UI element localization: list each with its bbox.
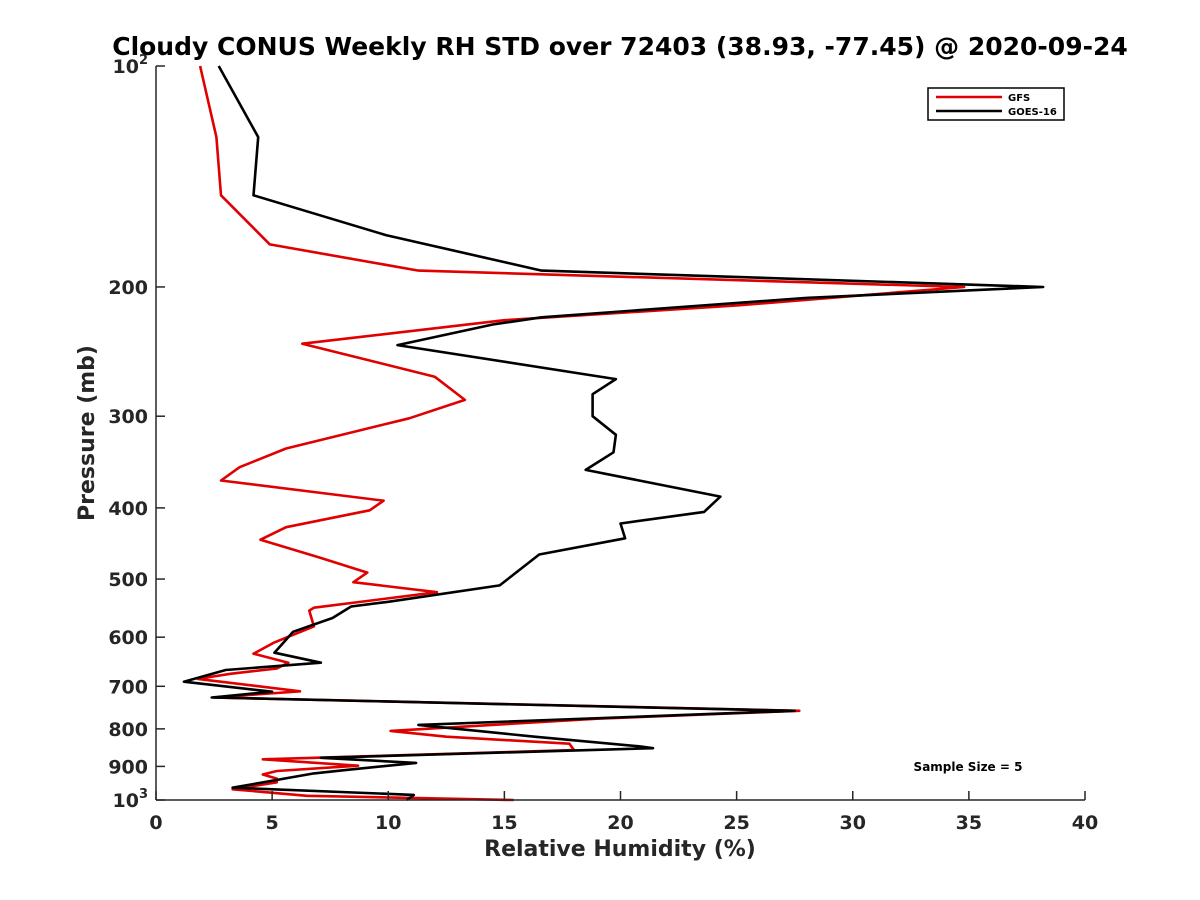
x-tick-label: 35 — [956, 812, 982, 834]
legend: GFS GOES-16 — [927, 87, 1065, 121]
y-tick-label: 500 — [108, 569, 148, 591]
y-tick-label: 900 — [108, 756, 148, 778]
series-line-goes-16 — [182, 65, 1045, 802]
chart-title: Cloudy CONUS Weekly RH STD over 72403 (3… — [112, 32, 1128, 61]
x-axis-label: Relative Humidity (%) — [484, 837, 756, 862]
x-tick-label: 0 — [149, 812, 162, 834]
legend-label-goes-16: GOES-16 — [1008, 107, 1057, 118]
sample-size-annotation: Sample Size = 5 — [914, 760, 1023, 774]
x-tick-label: 5 — [266, 812, 279, 834]
y-tick-label: 700 — [108, 676, 148, 698]
y-tick-label: 800 — [108, 719, 148, 741]
x-tick-label: 25 — [723, 812, 749, 834]
legend-box — [927, 87, 1065, 121]
x-tick-label: 15 — [491, 812, 517, 834]
y-axis-label: Pressure (mb) — [75, 345, 100, 521]
x-tick-label: 20 — [607, 812, 633, 834]
series-line-gfs — [196, 65, 966, 802]
y-tick-label: 400 — [108, 498, 148, 520]
x-tick-label: 10 — [375, 812, 401, 834]
plot-area — [156, 66, 1085, 800]
y-tick-label: 600 — [108, 627, 148, 649]
x-tick-label: 30 — [840, 812, 866, 834]
y-tick-label: 300 — [108, 406, 148, 428]
y-tick-label: 200 — [108, 277, 148, 299]
series-layer — [182, 65, 1045, 802]
x-tick-label: 40 — [1072, 812, 1098, 834]
legend-label-gfs: GFS — [1008, 93, 1030, 104]
x-axis-ticks: 0 5 10 15 20 25 30 35 40 — [149, 791, 1098, 834]
